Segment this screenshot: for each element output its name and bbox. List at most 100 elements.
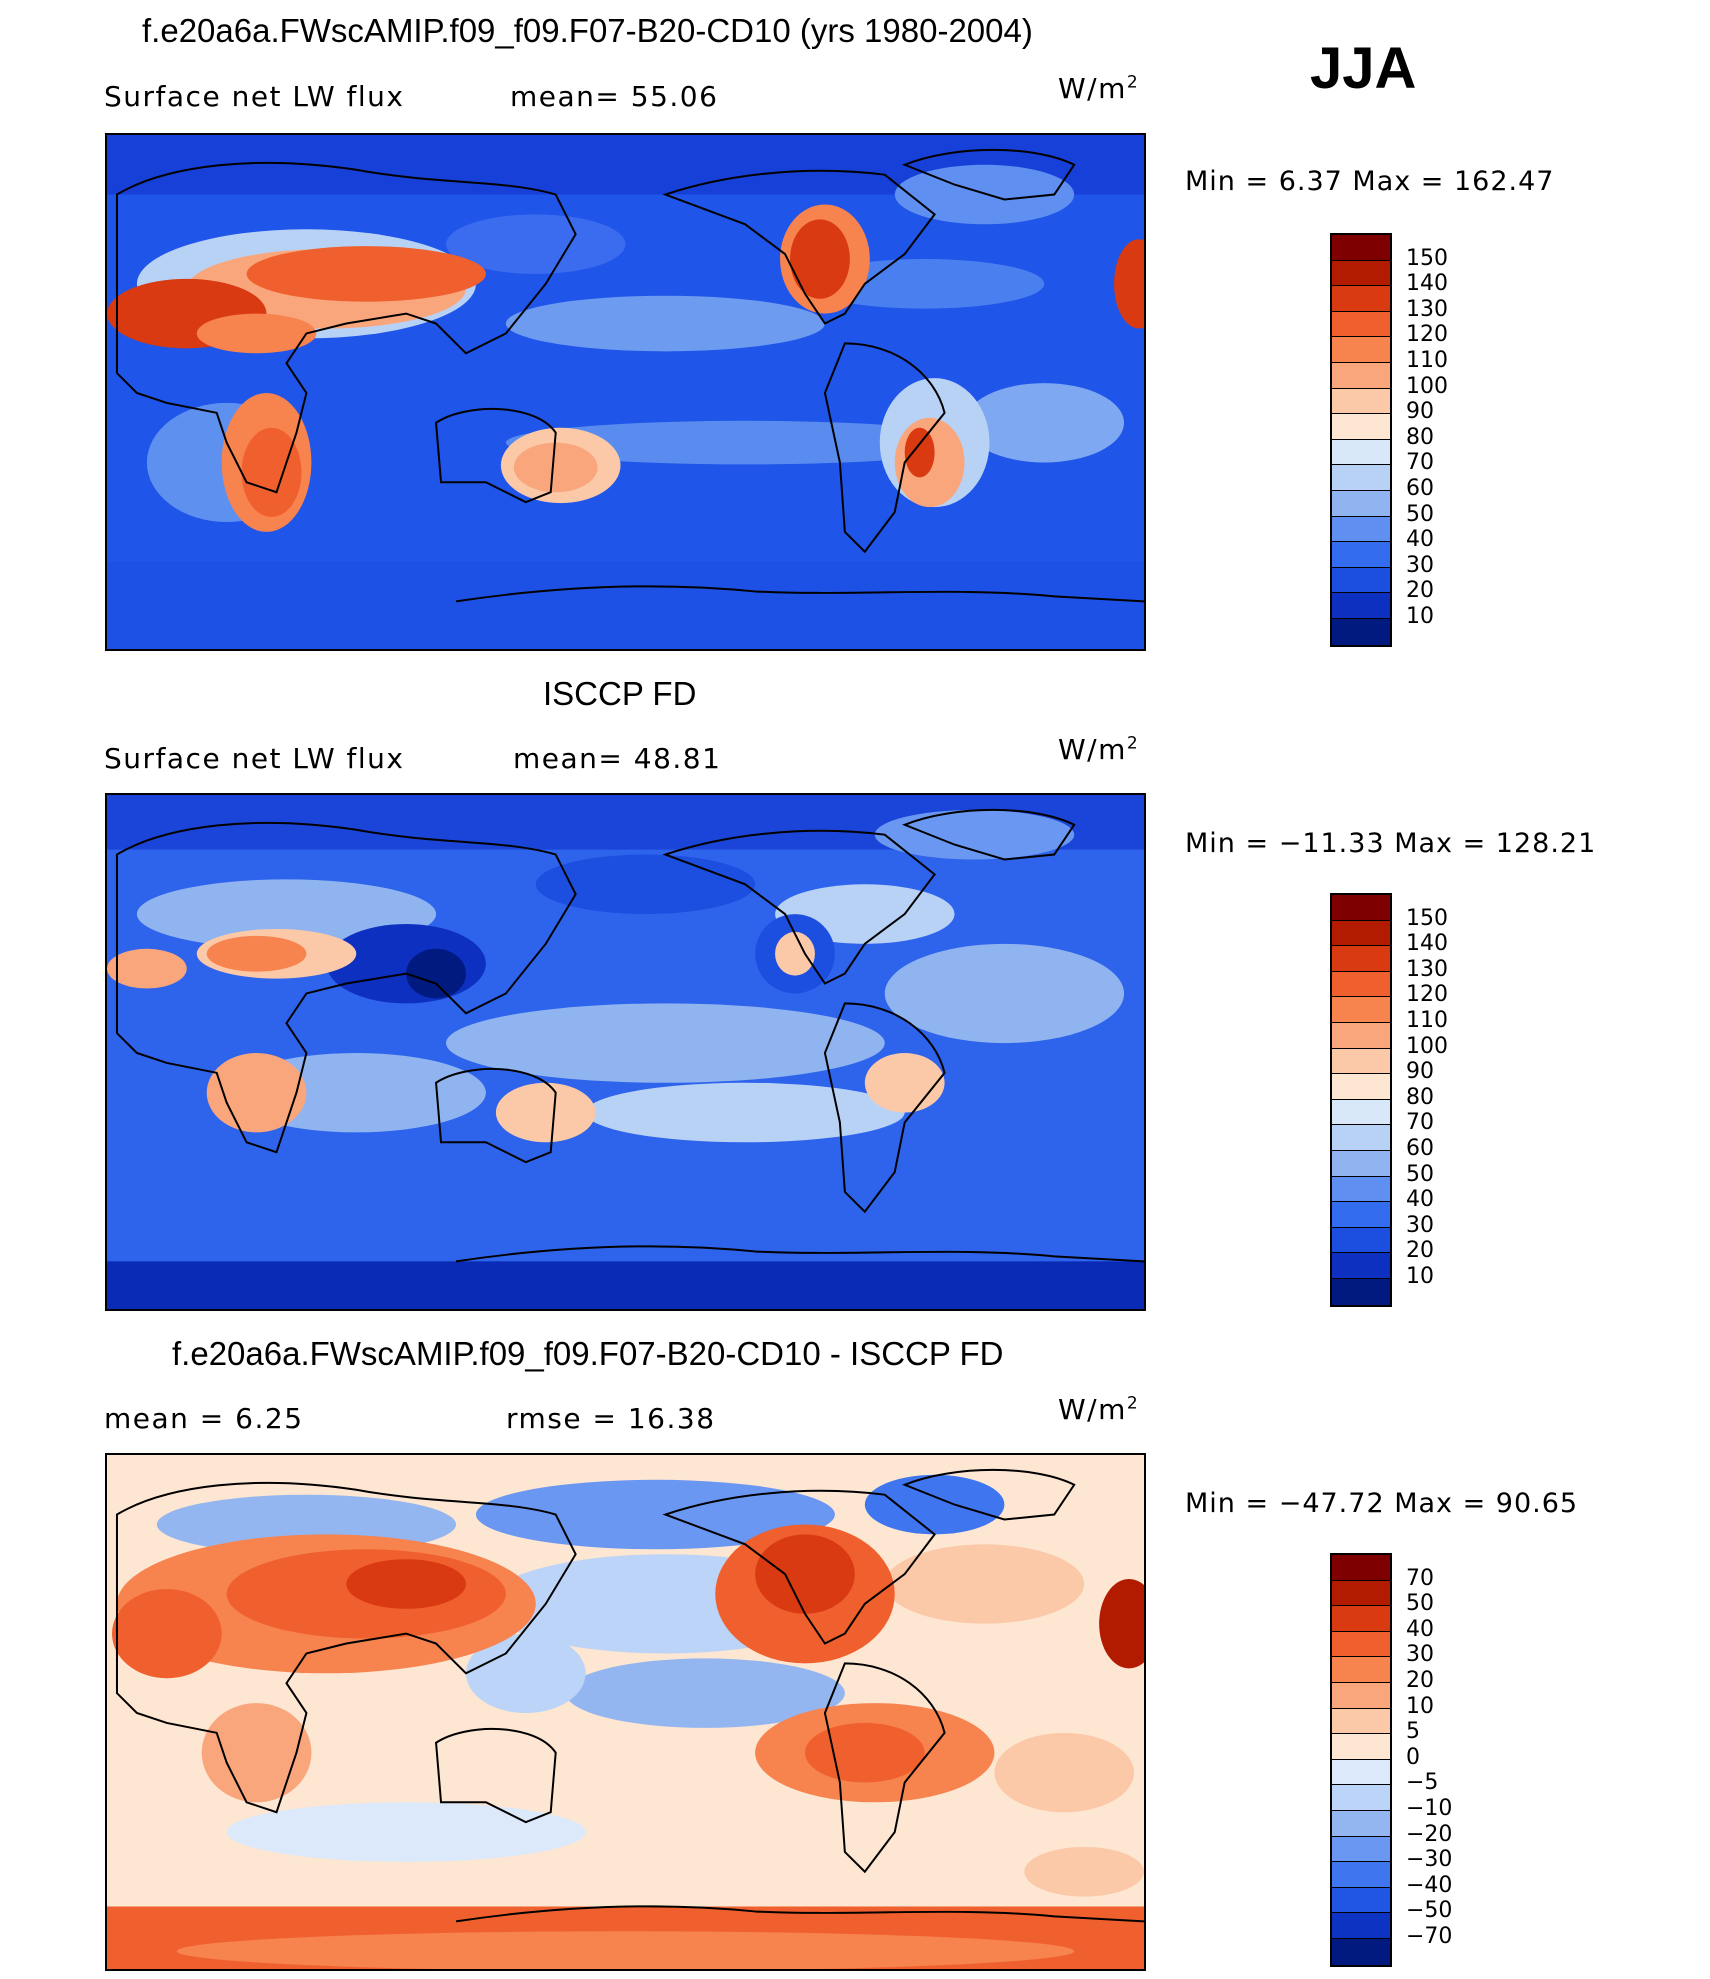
panel3-mean: mean = 6.25: [104, 1402, 304, 1435]
panel3-map: [105, 1453, 1146, 1971]
colorbar-label: 150: [1406, 245, 1448, 271]
colorbar-swatch: [1332, 946, 1390, 972]
panel2-field-label: Surface net LW flux: [104, 742, 405, 775]
colorbar-label: −10: [1406, 1796, 1453, 1821]
colorbar-swatch: [1332, 1887, 1390, 1914]
colorbar-label: 130: [1406, 956, 1448, 982]
colorbar-label: 140: [1406, 931, 1448, 957]
colorbar-label: 100: [1406, 1033, 1448, 1059]
colorbar-swatch: [1332, 286, 1390, 312]
colorbar-label: 10: [1406, 1693, 1434, 1719]
colorbar-swatch: [1332, 1074, 1390, 1100]
colorbar-swatch: [1332, 997, 1390, 1023]
colorbar-label: 150: [1406, 905, 1448, 931]
panel1-units: W/m2: [1058, 72, 1140, 105]
colorbar-swatch: [1332, 1708, 1390, 1735]
colorbar-label: 70: [1406, 1565, 1434, 1591]
colorbar-swatch: [1332, 1022, 1390, 1049]
colorbar-label: −50: [1406, 1898, 1453, 1924]
colorbar-swatch: [1332, 1631, 1390, 1658]
colorbar-swatch: [1332, 1580, 1390, 1607]
colorbar-swatch: [1332, 337, 1390, 363]
colorbar-label: 80: [1406, 424, 1434, 450]
colorbar-swatch: [1332, 1913, 1390, 1939]
colorbar-label: 140: [1406, 271, 1448, 297]
colorbar-swatch: [1332, 516, 1390, 543]
colorbar-label: −40: [1406, 1872, 1453, 1898]
colorbar-label: −70: [1406, 1924, 1453, 1949]
colorbar-label: 100: [1406, 373, 1448, 399]
panel1-title: f.e20a6a.FWscAMIP.f09_f09.F07-B20-CD10 (…: [142, 12, 1033, 49]
colorbar-label: 0: [1406, 1744, 1420, 1770]
colorbar-swatch: [1332, 1202, 1390, 1228]
panel2-mean: mean= 48.81: [513, 742, 722, 775]
colorbar-swatch: [1332, 311, 1390, 338]
colorbar-label: −30: [1406, 1847, 1453, 1873]
panel3-units: W/m2: [1058, 1393, 1140, 1426]
colorbar-swatch: [1332, 362, 1390, 389]
colorbar-swatch: [1332, 1938, 1390, 1965]
colorbar-label: 50: [1406, 1161, 1434, 1187]
colorbar-swatch: [1332, 388, 1390, 415]
colorbar-label: −5: [1406, 1770, 1439, 1796]
colorbar-label: 70: [1406, 1110, 1434, 1136]
colorbar-label: 40: [1406, 1187, 1434, 1213]
panel2-minmax: Min = −11.33 Max = 128.21: [1185, 828, 1597, 859]
colorbar-label: 30: [1406, 1642, 1434, 1668]
colorbar-swatch: [1332, 490, 1390, 517]
colorbar-swatch: [1332, 439, 1390, 466]
colorbar-swatch: [1332, 465, 1390, 491]
panel1-map: [105, 133, 1146, 651]
colorbar-label: 130: [1406, 296, 1448, 322]
panel3-colorbar: [1330, 1553, 1392, 1967]
colorbar-swatch: [1332, 895, 1390, 921]
colorbar-swatch: [1332, 567, 1390, 594]
colorbar-swatch: [1332, 920, 1390, 947]
colorbar-swatch: [1332, 1227, 1390, 1254]
colorbar-swatch: [1332, 1048, 1390, 1075]
panel3-minmax: Min = −47.72 Max = 90.65: [1185, 1488, 1579, 1519]
colorbar-swatch: [1332, 1555, 1390, 1581]
panel3-title: f.e20a6a.FWscAMIP.f09_f09.F07-B20-CD10 -…: [172, 1335, 1004, 1372]
colorbar-swatch: [1332, 971, 1390, 998]
colorbar-label: 70: [1406, 450, 1434, 476]
colorbar-swatch: [1332, 1125, 1390, 1151]
colorbar-label: 90: [1406, 1059, 1434, 1085]
colorbar-label: 10: [1406, 1264, 1434, 1289]
colorbar-label: 110: [1406, 1008, 1448, 1033]
colorbar-label: −20: [1406, 1821, 1453, 1847]
colorbar-label: 60: [1406, 476, 1434, 501]
panel2-map: [105, 793, 1146, 1311]
colorbar-swatch: [1332, 1657, 1390, 1683]
colorbar-label: 80: [1406, 1084, 1434, 1110]
colorbar-swatch: [1332, 618, 1390, 645]
panel2-units: W/m2: [1058, 733, 1140, 766]
colorbar-swatch: [1332, 542, 1390, 568]
panel2-colorbar: [1330, 893, 1392, 1307]
colorbar-swatch: [1332, 1759, 1390, 1786]
colorbar-label: 40: [1406, 1616, 1434, 1642]
colorbar-label: 40: [1406, 527, 1434, 553]
colorbar-swatch: [1332, 1785, 1390, 1811]
panel2-title: ISCCP FD: [543, 675, 697, 712]
colorbar-label: 90: [1406, 399, 1434, 425]
colorbar-label: 20: [1406, 1238, 1434, 1264]
colorbar-swatch: [1332, 1278, 1390, 1305]
season-label: JJA: [1310, 36, 1417, 101]
colorbar-swatch: [1332, 260, 1390, 287]
colorbar-swatch: [1332, 1099, 1390, 1126]
colorbar-swatch: [1332, 593, 1390, 619]
colorbar-label: 110: [1406, 348, 1448, 373]
colorbar-swatch: [1332, 1836, 1390, 1863]
colorbar-label: 30: [1406, 552, 1434, 578]
colorbar-swatch: [1332, 235, 1390, 261]
panel1-minmax: Min = 6.37 Max = 162.47: [1185, 166, 1555, 197]
colorbar-swatch: [1332, 1682, 1390, 1709]
colorbar-label: 20: [1406, 1668, 1434, 1693]
colorbar-label: 50: [1406, 1591, 1434, 1617]
colorbar-swatch: [1332, 1150, 1390, 1177]
colorbar-swatch: [1332, 1810, 1390, 1837]
colorbar-label: 20: [1406, 578, 1434, 604]
panel1-field-label: Surface net LW flux: [104, 80, 405, 113]
colorbar-label: 60: [1406, 1136, 1434, 1161]
